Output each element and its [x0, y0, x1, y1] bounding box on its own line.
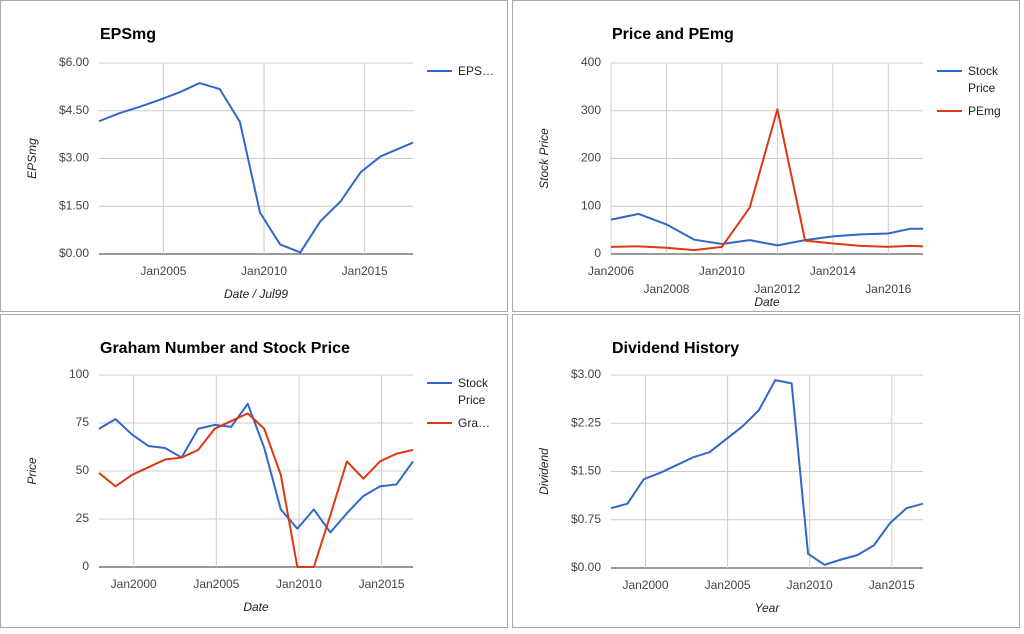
- x-tick-label: Jan2005: [705, 578, 751, 592]
- x-tick-label: Jan2015: [869, 578, 915, 592]
- data-line: [98, 412, 414, 568]
- y-tick-label: 100: [581, 198, 601, 212]
- data-line: [98, 402, 414, 534]
- plot-area: [98, 402, 414, 568]
- chart-panel: EPSmg $0.00 $1.50 $3.00 $4.50 $6.00 Jan2005 Jan…: [0, 0, 508, 312]
- chart-panel: Dividend History $0.00 $0.75 $1.50 $2.25 $3.0…: [512, 314, 1020, 628]
- chart-panel: Graham Number and Stock Price 0 25 50 75 100 J…: [0, 314, 508, 628]
- y-tick-label: 300: [581, 103, 601, 117]
- x-tick-label: Jan2010: [699, 264, 745, 278]
- data-line: [610, 379, 924, 566]
- y-tick-label: $3.00: [571, 367, 601, 381]
- y-tick-label: 25: [76, 511, 90, 525]
- legend-swatch: [427, 382, 452, 384]
- y-tick-label: 0: [594, 246, 601, 260]
- legend-swatch: [937, 110, 962, 112]
- chart-title: Price and PEmg: [612, 26, 734, 43]
- y-tick-label: $2.25: [571, 415, 601, 429]
- y-tick-label: $0.00: [571, 560, 601, 574]
- legend-item: EPS…: [427, 63, 508, 80]
- legend-label: Gra…: [458, 416, 491, 430]
- y-tick-label: 50: [76, 463, 90, 477]
- y-tick-label: $6.00: [59, 55, 89, 69]
- y-axis-title: Price: [25, 457, 39, 485]
- y-tick-label: $0.75: [571, 512, 601, 526]
- x-axis-title: Date / Jul99: [224, 287, 288, 301]
- y-tick-label: 400: [581, 55, 601, 69]
- y-tick-label: 75: [76, 415, 90, 429]
- x-axis-title: Date: [754, 295, 780, 309]
- x-tick-label: Jan2000: [622, 578, 668, 592]
- plot-area: [98, 82, 414, 254]
- x-tick-label: Jan2015: [359, 577, 405, 591]
- data-line: [610, 108, 924, 252]
- chart-title: Dividend History: [612, 340, 739, 357]
- y-axis-title: EPSmg: [25, 138, 39, 179]
- y-tick-label: $3.00: [59, 151, 89, 165]
- x-axis-title: Date: [243, 600, 269, 614]
- legend-swatch: [937, 70, 962, 72]
- x-tick-label: Jan2000: [111, 577, 157, 591]
- y-tick-label: $1.50: [571, 464, 601, 478]
- x-tick-label: Jan2010: [787, 578, 833, 592]
- x-tick-label: Jan2015: [342, 264, 388, 278]
- chart: Graham Number and Stock Price 0 25 50 75 100 J…: [25, 340, 414, 614]
- legend-item: Stock Price: [937, 63, 1018, 97]
- plot-area: [610, 108, 924, 252]
- legend-label: PEmg: [968, 104, 1001, 118]
- data-line: [610, 212, 923, 247]
- legend: Stock Price Gra…: [427, 375, 508, 432]
- x-tick-label: Jan2010: [276, 577, 322, 591]
- x-tick-label: Jan2008: [643, 282, 689, 296]
- y-tick-label: 100: [69, 367, 89, 381]
- chart: Price and PEmg 0 100 200 300 400 Jan2006 Jan200…: [537, 26, 924, 309]
- y-tick-label: $4.50: [59, 103, 89, 117]
- y-tick-label: 200: [581, 151, 601, 165]
- y-tick-label: $1.50: [59, 198, 89, 212]
- legend: EPS…: [427, 63, 508, 80]
- chart-panel: Price and PEmg 0 100 200 300 400 Jan2006 Jan200…: [512, 0, 1020, 312]
- legend-label: Stock Price: [458, 376, 489, 407]
- x-tick-label: Jan2016: [865, 282, 911, 296]
- x-axis-title: Year: [755, 601, 781, 615]
- legend-swatch: [427, 70, 452, 72]
- x-tick-label: Jan2010: [241, 264, 287, 278]
- y-axis-title: Dividend: [537, 448, 551, 495]
- chart-title: EPSmg: [100, 26, 156, 43]
- legend-label: Stock Price: [968, 64, 999, 95]
- y-tick-label: 0: [82, 559, 89, 573]
- x-tick-label: Jan2005: [140, 264, 186, 278]
- legend-swatch: [427, 422, 452, 424]
- legend-item: Stock Price: [427, 375, 508, 409]
- chart-title: Graham Number and Stock Price: [100, 340, 350, 357]
- legend: Stock Price PEmg: [937, 63, 1018, 120]
- legend-item: Gra…: [427, 415, 508, 432]
- x-tick-label: Jan2006: [588, 264, 634, 278]
- x-tick-label: Jan2005: [193, 577, 239, 591]
- x-tick-label: Jan2014: [810, 264, 856, 278]
- y-axis-title: Stock Price: [537, 128, 551, 189]
- x-tick-label: Jan2012: [754, 282, 800, 296]
- chart: EPSmg $0.00 $1.50 $3.00 $4.50 $6.00 Jan2005 Jan…: [25, 26, 414, 301]
- y-tick-label: $0.00: [59, 246, 89, 260]
- legend-label: EPS…: [458, 64, 495, 78]
- plot-area: [610, 379, 924, 566]
- data-line: [98, 82, 414, 254]
- legend-item: PEmg: [937, 103, 1018, 120]
- chart: Dividend History $0.00 $0.75 $1.50 $2.25 $3.0…: [537, 340, 924, 615]
